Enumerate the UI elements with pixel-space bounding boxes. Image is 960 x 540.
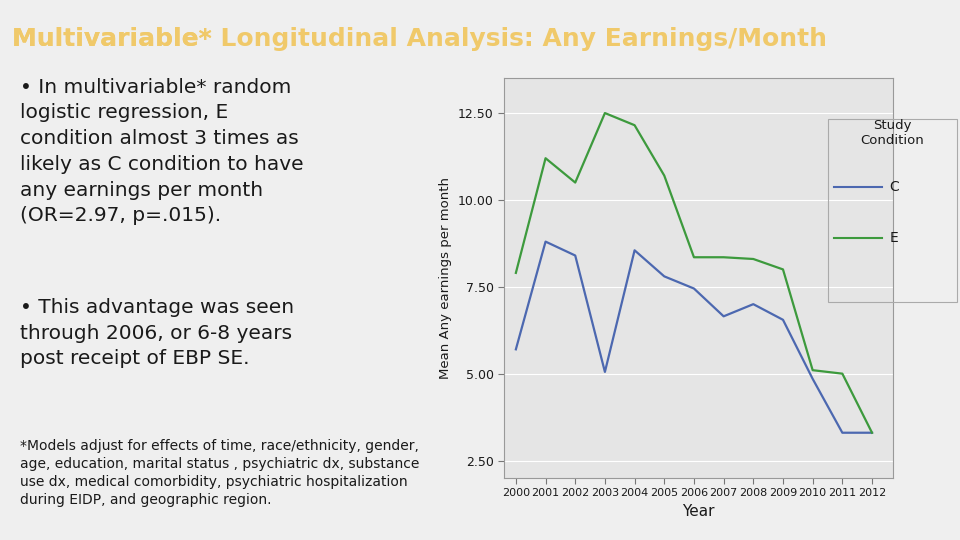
Text: E: E xyxy=(890,231,899,245)
X-axis label: Year: Year xyxy=(683,504,714,519)
Text: Multivariable*: Multivariable* xyxy=(12,28,221,51)
Text: • In multivariable* random
logistic regression, E
condition almost 3 times as
li: • In multivariable* random logistic regr… xyxy=(19,78,303,225)
Y-axis label: Mean Any earnings per month: Mean Any earnings per month xyxy=(439,177,452,379)
Text: C: C xyxy=(890,180,900,194)
Text: • This advantage was seen
through 2006, or 6-8 years
post receipt of EBP SE.: • This advantage was seen through 2006, … xyxy=(19,298,294,368)
Text: Study
Condition: Study Condition xyxy=(860,119,924,147)
Text: Multivariable* Longitudinal Analysis: Multivariable* Longitudinal Analysis xyxy=(12,28,524,51)
Text: Multivariable* Longitudinal Analysis: Multivariable* Longitudinal Analysis xyxy=(12,28,524,51)
Text: *Models adjust for effects of time, race/ethnicity, gender,
age, education, mari: *Models adjust for effects of time, race… xyxy=(19,440,419,507)
Text: Multivariable* Longitudinal Analysis: Any Earnings/Month: Multivariable* Longitudinal Analysis: An… xyxy=(12,28,828,51)
